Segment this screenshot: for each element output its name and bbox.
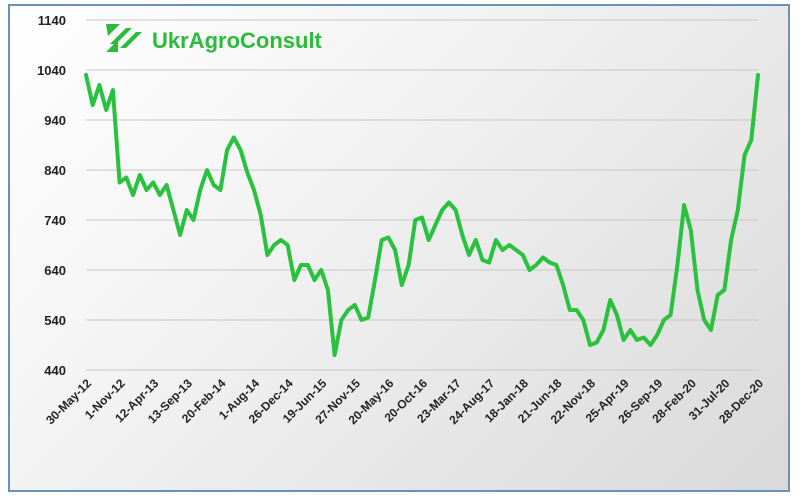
logo-text: UkrAgroConsult bbox=[152, 28, 323, 53]
price-series-line bbox=[84, 73, 760, 357]
y-tick-label: 1140 bbox=[38, 13, 66, 28]
x-tick-label: 30-May-12 bbox=[43, 376, 94, 427]
logo: UkrAgroConsult bbox=[106, 24, 323, 53]
chart-frame bbox=[8, 4, 790, 492]
y-tick-label: 640 bbox=[44, 263, 66, 278]
y-tick-label: 1040 bbox=[37, 63, 66, 78]
y-axis: 440 540 640 740 840 940 1040 1140 bbox=[37, 13, 66, 378]
y-tick-label: 540 bbox=[44, 313, 66, 328]
y-tick-label: 740 bbox=[44, 213, 66, 228]
grid-lines bbox=[86, 19, 758, 371]
y-tick-label: 440 bbox=[44, 363, 66, 378]
y-tick-label: 940 bbox=[44, 113, 66, 128]
ukragroconsult-logo-icon bbox=[106, 24, 142, 52]
y-tick-label: 840 bbox=[44, 163, 66, 178]
x-axis: 30-May-121-Nov-1212-Apr-1313-Sep-1320-Fe… bbox=[43, 376, 766, 427]
